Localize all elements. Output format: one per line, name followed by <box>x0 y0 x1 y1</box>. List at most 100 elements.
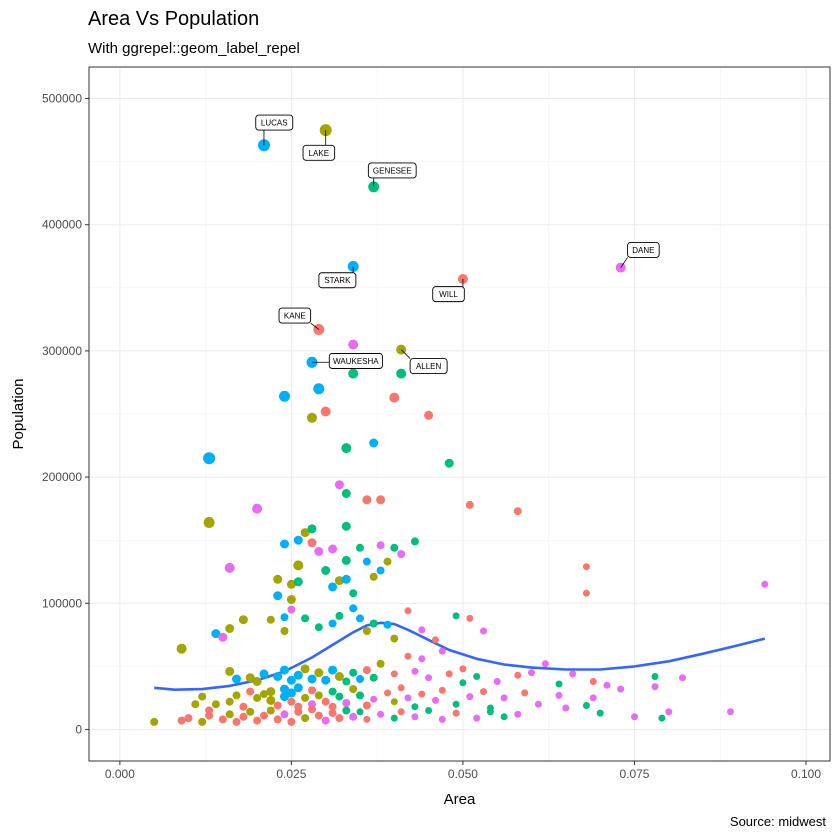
data-point <box>411 713 419 721</box>
point-label: LUCAS <box>261 119 288 128</box>
data-point <box>376 495 386 505</box>
data-point <box>445 670 453 678</box>
data-point <box>397 684 405 692</box>
data-point <box>473 673 481 680</box>
data-point <box>321 675 331 685</box>
data-point <box>390 714 398 722</box>
data-point <box>363 715 371 723</box>
data-point <box>218 715 227 724</box>
data-point <box>176 643 187 654</box>
data-point <box>651 683 659 691</box>
data-point <box>665 708 673 716</box>
data-point <box>328 702 337 711</box>
data-point <box>368 181 380 193</box>
data-point <box>348 339 359 350</box>
data-point <box>334 480 344 490</box>
data-point <box>300 664 310 674</box>
label-segment <box>620 257 628 268</box>
data-point <box>280 684 289 694</box>
point-label: KANE <box>284 312 306 321</box>
data-point <box>404 652 412 660</box>
data-point <box>396 368 407 379</box>
data-point <box>452 612 460 620</box>
data-point <box>603 681 611 689</box>
data-point <box>582 702 590 709</box>
data-point <box>418 690 426 698</box>
data-point <box>225 666 235 676</box>
data-point <box>280 539 289 549</box>
data-point <box>384 689 391 697</box>
data-point <box>425 707 433 714</box>
data-point <box>500 713 508 721</box>
data-point <box>679 674 686 682</box>
data-point <box>341 443 352 454</box>
data-point <box>225 710 234 719</box>
data-point <box>293 535 303 545</box>
data-point <box>211 629 221 639</box>
data-point <box>294 707 303 716</box>
data-point <box>211 700 220 709</box>
data-point <box>424 410 434 420</box>
data-point <box>273 701 282 710</box>
data-point <box>320 406 331 417</box>
data-point <box>589 694 597 702</box>
data-point <box>253 716 262 725</box>
data-point <box>513 507 522 516</box>
data-point <box>321 566 331 575</box>
label-box <box>432 286 465 303</box>
data-point <box>314 547 324 556</box>
data-point <box>342 677 351 686</box>
data-point <box>334 672 344 681</box>
data-point <box>480 627 487 635</box>
data-point <box>232 717 241 726</box>
data-point <box>356 708 364 716</box>
data-point <box>500 694 508 702</box>
data-point <box>260 711 268 720</box>
data-point <box>218 632 228 642</box>
label-box <box>302 144 336 161</box>
data-point <box>452 709 460 717</box>
data-point <box>555 691 563 699</box>
data-point <box>273 591 283 601</box>
data-point <box>376 659 385 668</box>
point-label: WAUKESHA <box>333 357 379 366</box>
data-point <box>307 538 317 548</box>
data-point <box>514 710 522 718</box>
data-point <box>349 712 358 721</box>
data-point <box>466 614 474 622</box>
data-point <box>349 685 358 694</box>
data-point <box>658 714 666 722</box>
data-point <box>541 660 549 668</box>
data-point <box>313 383 325 395</box>
data-point <box>362 495 372 505</box>
data-point <box>631 713 638 721</box>
data-point <box>273 574 283 584</box>
data-point <box>225 624 235 633</box>
data-point <box>177 716 186 725</box>
data-point <box>205 711 214 720</box>
chart-subtitle: With ggrepel::geom_label_repel <box>88 40 300 57</box>
data-point <box>459 679 467 687</box>
data-point <box>293 670 303 680</box>
x-axis-title: Area <box>444 791 476 808</box>
data-point <box>459 665 467 673</box>
label-box <box>278 307 312 324</box>
data-point <box>287 605 296 614</box>
point-label: DANE <box>632 246 654 255</box>
data-point <box>335 611 344 620</box>
data-point <box>198 717 207 726</box>
data-point <box>314 668 324 678</box>
data-point <box>287 697 296 706</box>
point-label: ALLEN <box>416 362 442 371</box>
data-point <box>404 694 412 702</box>
data-point <box>466 693 474 701</box>
label-box <box>409 358 448 375</box>
data-point <box>293 577 303 587</box>
data-point <box>514 671 522 679</box>
data-point <box>369 572 378 581</box>
data-point <box>246 687 255 696</box>
data-point <box>252 677 262 686</box>
data-point <box>314 691 323 700</box>
data-point <box>438 647 446 655</box>
y-tick-label: 300000 <box>42 344 82 358</box>
